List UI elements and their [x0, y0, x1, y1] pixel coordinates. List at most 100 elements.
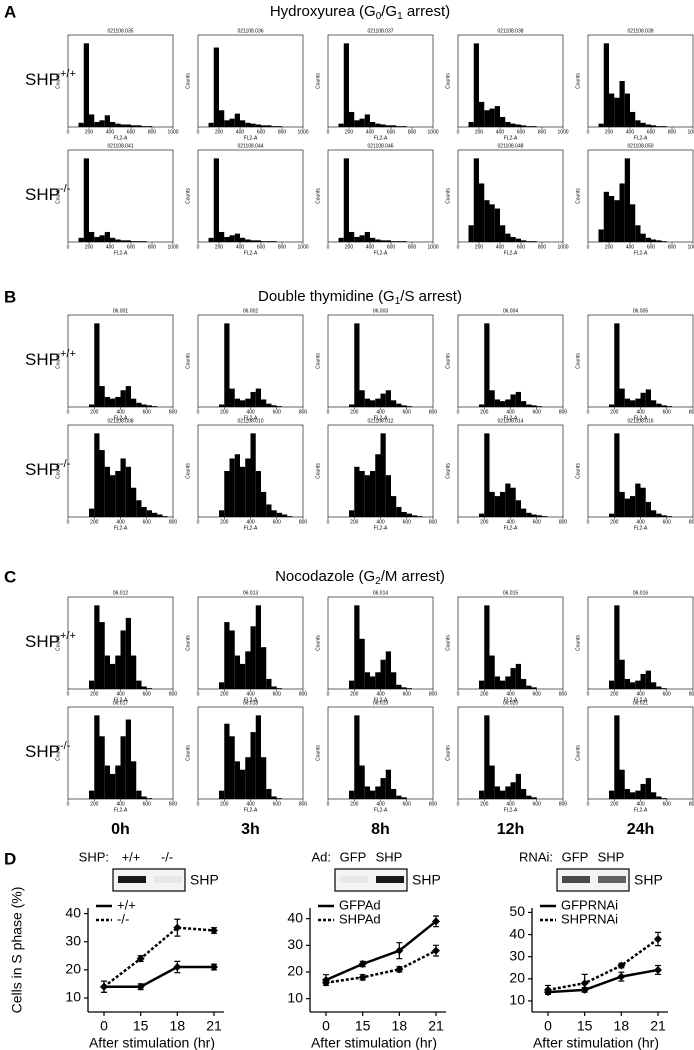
histogram-bar [500, 491, 506, 517]
x-tick-label: 15 [577, 1018, 593, 1034]
histogram-bar [661, 241, 667, 242]
histogram-bar [614, 97, 620, 127]
histogram-bar [375, 123, 381, 127]
x-tick-label: 800 [169, 801, 178, 807]
histogram-bar [375, 786, 381, 799]
histogram-bar [515, 773, 521, 799]
sample-id: 021108.039 [627, 28, 653, 34]
data-point [617, 972, 626, 981]
x-tick-label: 600 [533, 801, 542, 807]
histogram-bar [94, 323, 100, 407]
histogram-bar [89, 790, 95, 799]
x-tick-label: 800 [689, 519, 694, 525]
histogram-bar [370, 471, 376, 517]
histogram-bar [271, 686, 277, 689]
histogram-bar [146, 688, 152, 689]
histogram-bar [380, 393, 386, 407]
histogram-bar [391, 788, 397, 799]
x-tick-label: 200 [90, 409, 99, 415]
histogram-bar [521, 788, 527, 799]
sample-id: 021108.041 [107, 143, 133, 149]
x-tick-label: 1000 [687, 129, 694, 135]
histogram-bar [250, 732, 256, 799]
x-tick-label: 1000 [297, 129, 308, 135]
histogram-bar [255, 715, 261, 799]
y-axis-label: Counts [575, 635, 581, 651]
x-tick-label: 400 [376, 519, 385, 525]
x-tick-label: 1000 [557, 244, 568, 250]
x-tick-label: 200 [220, 801, 229, 807]
blot-label: SHP [190, 872, 219, 888]
x-axis-label: FL2-A [114, 135, 128, 141]
histogram-bar [110, 398, 116, 407]
x-tick-label: 800 [559, 409, 568, 415]
x-tick-label: 400 [506, 519, 515, 525]
histogram-bar [359, 235, 365, 242]
histogram-bar [354, 323, 360, 407]
histogram-bar [640, 122, 646, 127]
sample-id: 06.001 [113, 308, 129, 314]
x-tick-label: 800 [169, 409, 178, 415]
histogram-bar [131, 125, 137, 127]
histogram-bar [656, 513, 662, 517]
histogram-bar [651, 125, 657, 127]
histogram-bar [656, 403, 662, 407]
histogram-bar [276, 126, 282, 127]
histogram-bar [635, 680, 641, 689]
histogram-bar [266, 504, 272, 517]
histogram-bar [234, 233, 240, 242]
x-tick-label: 1000 [297, 244, 308, 250]
y-axis-label: Counts [445, 745, 451, 761]
histogram-bar [666, 406, 672, 407]
histogram-bar [370, 121, 376, 127]
x-tick-label: 0 [197, 129, 200, 135]
histogram-bar [505, 399, 511, 407]
row-label-main: SHP [25, 632, 60, 651]
x-tick-label: 800 [429, 409, 438, 415]
y-axis-label: Cells in S phase (%) [9, 887, 25, 1014]
histogram-bar [219, 510, 225, 517]
histogram-bar [141, 506, 147, 517]
x-tick-label: 600 [403, 409, 412, 415]
x-tick-label: 400 [236, 129, 245, 135]
histogram-bar [489, 108, 495, 127]
histogram-bar [661, 515, 667, 517]
blot-prefix: RNAi: [519, 849, 553, 864]
data-point [544, 985, 552, 994]
histogram-bar [385, 390, 391, 407]
histogram-bar [255, 388, 261, 407]
histogram-bar [282, 514, 288, 517]
title-part: 0 [376, 11, 382, 22]
histogram-bar [261, 399, 267, 407]
x-tick-label: 600 [663, 409, 672, 415]
histogram-bar [651, 400, 657, 407]
row-label-main: SHP [25, 742, 60, 761]
blot-frame [556, 868, 630, 892]
histogram-bar [406, 406, 412, 407]
sample-id: 06.016 [633, 590, 649, 596]
data-point [100, 982, 108, 991]
histogram-bar [609, 404, 615, 407]
histogram-bar [468, 121, 474, 127]
x-tick-label: 200 [480, 519, 489, 525]
x-tick-label: 200 [350, 409, 359, 415]
panel-letter: D [4, 849, 16, 868]
x-tick-label: 15 [355, 1018, 371, 1034]
x-axis-label: FL2-A [504, 697, 518, 703]
histogram-bar [83, 43, 89, 128]
x-tick-label: 0 [587, 409, 590, 415]
histogram-bar [141, 686, 147, 689]
x-tick-label: 600 [143, 409, 152, 415]
y-tick-label: 30 [509, 947, 525, 963]
y-tick-label: 30 [287, 936, 303, 952]
histogram-bar [110, 237, 116, 242]
histogram-bar [125, 617, 131, 689]
title-part: /G [381, 3, 397, 20]
y-axis-label: Counts [185, 745, 191, 761]
row-label-sup: -/- [60, 458, 71, 470]
histogram-bar [619, 659, 625, 689]
histogram-bar [494, 496, 500, 517]
title-part: Nocodazole (G [275, 568, 375, 585]
histogram-bar [364, 398, 370, 407]
sample-id: 06.017 [113, 700, 129, 706]
